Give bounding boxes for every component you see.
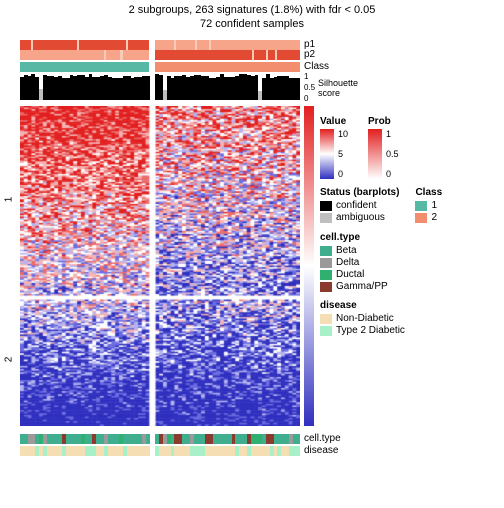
figure-root: 2 subgroups, 263 signatures (1.8%) with …: [0, 4, 504, 508]
swatch: [320, 213, 332, 223]
annot-label-celltype: cell.type: [304, 433, 341, 444]
annotation-celltype: [20, 434, 300, 444]
annotation-p1: [20, 40, 300, 50]
value-tick-10: 10: [338, 129, 348, 139]
figure-title: 2 subgroups, 263 signatures (1.8%) with …: [0, 4, 504, 16]
prob-gradient: [368, 129, 382, 179]
legend-status: Status (barplots) confidentambiguous: [320, 187, 399, 224]
legend-disease-title: disease: [320, 300, 500, 311]
legend-item: Delta: [320, 257, 500, 268]
legend-item: Ductal: [320, 269, 500, 280]
legend-status-title: Status (barplots): [320, 187, 399, 198]
prob-gradient-labels: 1 0.5 0: [386, 129, 399, 179]
legend-item: 1: [415, 200, 442, 211]
annotation-p2: [20, 50, 300, 60]
legend-value-title: Value: [320, 116, 348, 127]
legend-item: 2: [415, 212, 442, 223]
legend-prob-title: Prob: [368, 116, 399, 127]
swatch: [415, 213, 427, 223]
swatch: [415, 201, 427, 211]
legend-disease: disease Non-DiabeticType 2 Diabetic: [320, 300, 500, 336]
legend-label: ambiguous: [336, 212, 385, 223]
legend-item: Type 2 Diabetic: [320, 325, 500, 336]
prob-tick-0: 0: [386, 169, 399, 179]
annot-label-disease: disease: [304, 445, 338, 456]
value-tick-5: 5: [338, 149, 348, 159]
legend-area: Value 10 5 0 Prob 1 0.5: [320, 116, 500, 344]
swatch: [320, 201, 332, 211]
legend-item: Beta: [320, 245, 500, 256]
value-gradient-labels: 10 5 0: [338, 129, 348, 179]
legend-label: 1: [431, 200, 437, 211]
legend-label: Ductal: [336, 269, 364, 280]
swatch: [320, 270, 332, 280]
value-tick-0: 0: [338, 169, 348, 179]
legend-item: ambiguous: [320, 212, 399, 223]
main-plot-area: [20, 40, 300, 470]
swatch: [320, 258, 332, 268]
prob-tick-05: 0.5: [386, 149, 399, 159]
annot-label-silhouette: Silhouette score: [318, 78, 358, 98]
value-colorbar: [304, 106, 314, 426]
sil-tick-05: 0.5: [304, 83, 315, 92]
row-group-1-label: 1: [3, 197, 14, 203]
sil-tick-0: 0: [304, 94, 308, 103]
legend-label: confident: [336, 200, 377, 211]
swatch: [320, 314, 332, 324]
legend-item: Non-Diabetic: [320, 313, 500, 324]
annot-label-p2: p2: [304, 49, 315, 60]
legend-label: 2: [431, 212, 437, 223]
legend-class: Class 12: [415, 187, 442, 224]
figure-subtitle: 72 confident samples: [0, 18, 504, 30]
silhouette-bars: [20, 74, 300, 100]
heatmap-canvas: [20, 106, 300, 426]
prob-tick-1: 1: [386, 129, 399, 139]
annotation-class: [20, 62, 300, 72]
legend-label: Beta: [336, 245, 357, 256]
value-gradient: [320, 129, 334, 179]
legend-prob: Prob 1 0.5 0: [368, 116, 399, 179]
swatch: [320, 246, 332, 256]
legend-value: Value 10 5 0: [320, 116, 348, 179]
swatch: [320, 326, 332, 336]
legend-class-title: Class: [415, 187, 442, 198]
legend-label: Delta: [336, 257, 359, 268]
annotation-disease: [20, 446, 300, 456]
swatch: [320, 282, 332, 292]
legend-label: Non-Diabetic: [336, 313, 394, 324]
annot-label-class: Class: [304, 61, 329, 72]
sil-tick-1: 1: [304, 72, 308, 81]
legend-item: Gamma/PP: [320, 281, 500, 292]
row-group-2-label: 2: [3, 357, 14, 363]
legend-celltype-title: cell.type: [320, 232, 500, 243]
legend-celltype: cell.type BetaDeltaDuctalGamma/PP: [320, 232, 500, 292]
legend-item: confident: [320, 200, 399, 211]
legend-label: Gamma/PP: [336, 281, 388, 292]
legend-label: Type 2 Diabetic: [336, 325, 405, 336]
